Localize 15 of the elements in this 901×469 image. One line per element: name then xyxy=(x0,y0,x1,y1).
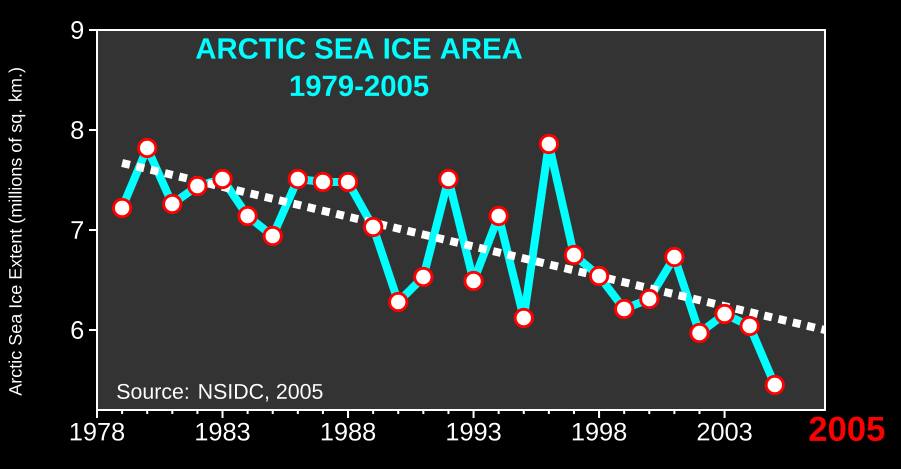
text: 2005 xyxy=(809,416,884,442)
x-tick-label: 2003 xyxy=(698,422,752,441)
text: 1979-2005 xyxy=(290,75,428,96)
y-tick-label: 7 xyxy=(72,221,84,239)
x-tick-label: 1988 xyxy=(322,422,376,441)
y-tick-label: 6 xyxy=(71,321,84,339)
x-tick-label: 1993 xyxy=(447,422,501,441)
x-tick-label: 1983 xyxy=(196,422,250,441)
y-tick-label: 8 xyxy=(71,121,84,139)
chart-title: ARCTIC SEA ICE AREA xyxy=(196,38,522,59)
annotation: Source: NSIDC, 2005 xyxy=(117,384,322,402)
y-axis-title: Arctic Sea Ice Extent (millions of sq. km.) xyxy=(8,68,26,396)
y-tick-label: 9 xyxy=(71,21,84,39)
x-tick-label: 1978 xyxy=(70,422,124,441)
x-tick-label: 1998 xyxy=(572,422,626,441)
